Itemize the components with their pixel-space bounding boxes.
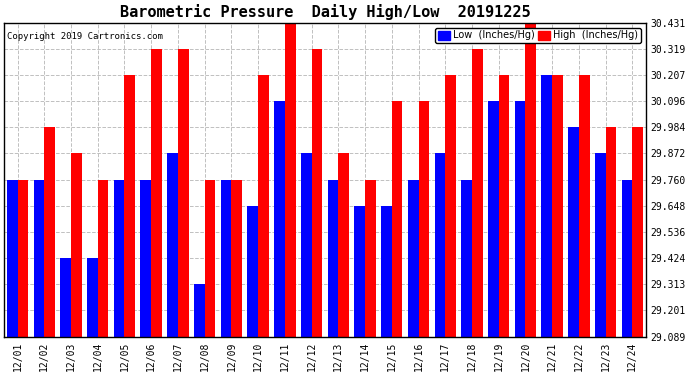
Bar — [462, 180, 472, 337]
Bar — [194, 284, 205, 337]
Bar — [141, 180, 151, 337]
Legend: Low  (Inches/Hg), High  (Inches/Hg): Low (Inches/Hg), High (Inches/Hg) — [435, 28, 641, 44]
Bar — [151, 49, 162, 337]
Bar — [301, 153, 312, 337]
Bar — [392, 101, 402, 337]
Bar — [60, 258, 71, 337]
Bar — [167, 153, 178, 337]
Bar — [87, 258, 98, 337]
Bar — [114, 180, 124, 337]
Bar — [381, 206, 392, 337]
Bar — [499, 75, 509, 337]
Bar — [285, 23, 295, 337]
Bar — [622, 180, 632, 337]
Bar — [274, 101, 285, 337]
Bar — [71, 153, 81, 337]
Bar — [472, 49, 483, 337]
Bar — [365, 180, 376, 337]
Bar — [312, 49, 322, 337]
Bar — [328, 180, 338, 337]
Bar — [488, 101, 499, 337]
Bar — [17, 180, 28, 337]
Bar — [595, 153, 606, 337]
Bar — [552, 75, 563, 337]
Bar — [515, 101, 525, 337]
Bar — [258, 75, 269, 337]
Bar — [408, 180, 419, 337]
Bar — [445, 75, 456, 337]
Bar — [355, 206, 365, 337]
Bar — [231, 180, 242, 337]
Bar — [205, 180, 215, 337]
Bar — [525, 23, 536, 337]
Bar — [124, 75, 135, 337]
Bar — [632, 127, 643, 337]
Bar — [248, 206, 258, 337]
Bar — [435, 153, 445, 337]
Title: Barometric Pressure  Daily High/Low  20191225: Barometric Pressure Daily High/Low 20191… — [119, 4, 530, 20]
Bar — [542, 75, 552, 337]
Bar — [606, 127, 616, 337]
Bar — [419, 101, 429, 337]
Bar — [568, 127, 579, 337]
Bar — [44, 127, 55, 337]
Bar — [338, 153, 349, 337]
Bar — [98, 180, 108, 337]
Bar — [34, 180, 44, 337]
Bar — [579, 75, 589, 337]
Bar — [221, 180, 231, 337]
Bar — [178, 49, 188, 337]
Text: Copyright 2019 Cartronics.com: Copyright 2019 Cartronics.com — [8, 32, 164, 41]
Bar — [7, 180, 17, 337]
